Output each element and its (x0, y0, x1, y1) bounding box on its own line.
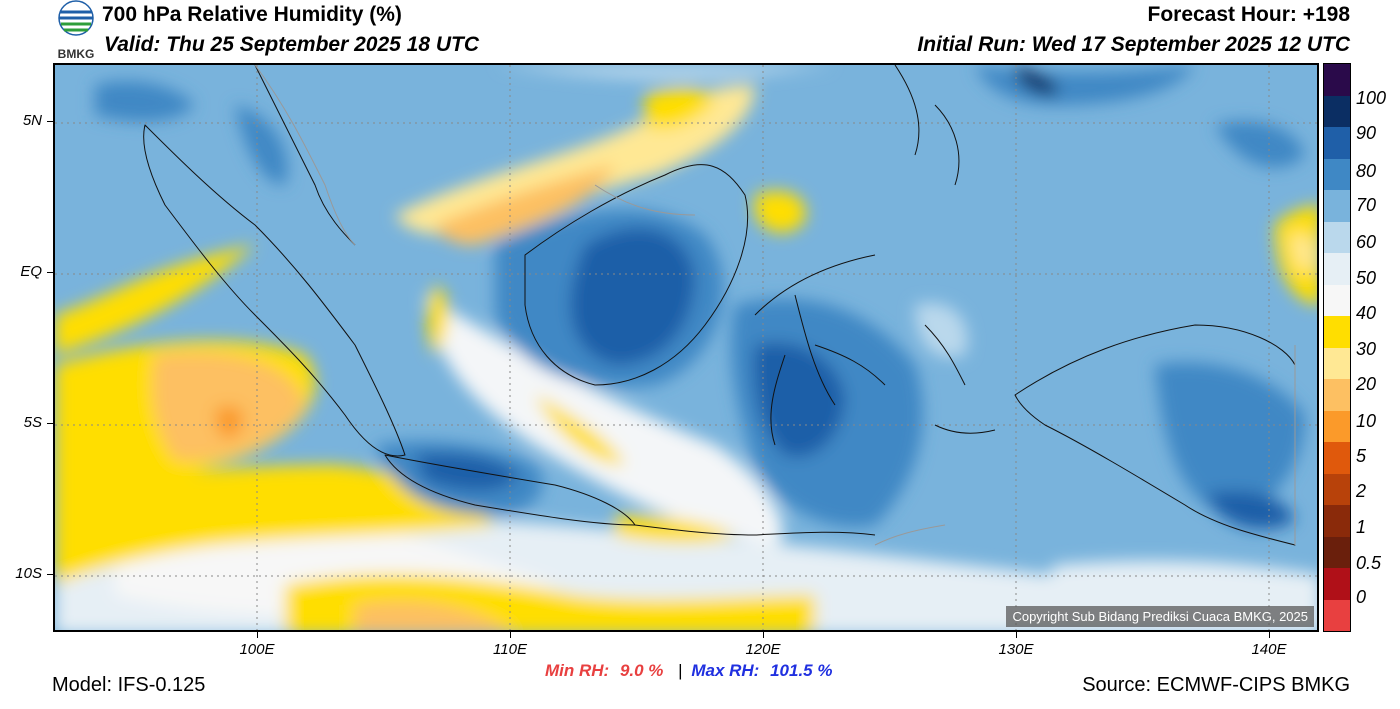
lat-tick (47, 423, 53, 424)
colorbar-label: 90 (1356, 123, 1377, 143)
colorbar-label: 0.5 (1356, 553, 1382, 573)
lon-label-110e: 110E (493, 641, 527, 658)
colorbar-segment (1324, 95, 1350, 127)
colorbar-segment (1324, 410, 1350, 442)
stats-separator: | (678, 661, 683, 680)
colorbar-segment (1324, 253, 1350, 285)
colorbar-label: 2 (1356, 481, 1367, 501)
lat-tick (47, 272, 53, 273)
philippines-coast (894, 65, 960, 186)
lat-label-5n: 5N (22, 112, 42, 129)
colorbar-label: 100 (1356, 88, 1387, 108)
maluku-coast (924, 324, 996, 434)
min-rh-value: 9.0 % (619, 661, 664, 680)
colorbar-segment (1324, 599, 1350, 631)
lon-tick (1016, 632, 1017, 638)
colorbar-segment (1324, 379, 1350, 411)
colorbar-label: 40 (1356, 303, 1377, 323)
colorbar-segment (1324, 347, 1350, 379)
lat-tick (47, 574, 53, 575)
sumatra-coast (143, 124, 406, 457)
lon-label-130e: 130E (998, 641, 1034, 658)
colorbar-label: 10 (1356, 411, 1377, 431)
colorbar-label: 5 (1356, 446, 1367, 466)
lon-tick (1269, 632, 1270, 638)
colorbar-segment (1324, 442, 1350, 474)
colorbar-label: 50 (1356, 268, 1377, 288)
colorbar-segment (1324, 568, 1350, 600)
initial-run: Initial Run: Wed 17 September 2025 12 UT… (917, 33, 1350, 56)
colorbar (1323, 63, 1351, 632)
bmkg-logo: BMKG (52, 0, 100, 62)
lat-label-eq: EQ (20, 263, 42, 280)
lon-label-100e: 100E (239, 641, 275, 658)
colorbar-segment (1324, 284, 1350, 316)
valid-time: Valid: Thu 25 September 2025 18 UTC (104, 33, 480, 56)
forecast-hour: Forecast Hour: +198 (1147, 3, 1351, 26)
colorbar-segment (1324, 316, 1350, 348)
source-label: Source: ECMWF-CIPS BMKG (1082, 674, 1350, 696)
lat-tick (47, 121, 53, 122)
logo-text: BMKG (58, 47, 95, 61)
min-rh-label: Min RH: (545, 661, 610, 680)
papua-coast (1014, 324, 1296, 546)
colorbar-segment (1324, 221, 1350, 253)
humidity-map[interactable]: Copyright Sub Bidang Prediksi Cuaca BMKG… (53, 63, 1319, 632)
colorbar-segment (1324, 505, 1350, 537)
coastlines (143, 65, 1296, 546)
colorbar-segment (1324, 64, 1350, 96)
colorbar-label: 1 (1356, 517, 1367, 537)
map-title: 700 hPa Relative Humidity (%) (102, 3, 402, 26)
humidity-field (55, 65, 1317, 630)
colorbar-segment (1324, 536, 1350, 568)
borders (254, 65, 1296, 546)
colorbar-segment (1324, 190, 1350, 222)
lon-tick (763, 632, 764, 638)
colorbar-label: 30 (1356, 339, 1377, 359)
colorbar-segment (1324, 158, 1350, 190)
max-rh-value: 101.5 % (770, 661, 833, 680)
colorbar-label: 0 (1356, 587, 1367, 607)
lon-label-120e: 120E (745, 641, 781, 658)
colorbar-label: 20 (1356, 374, 1377, 394)
graticule (55, 65, 1317, 630)
borneo-coast (524, 164, 749, 386)
colorbar-label: 60 (1356, 232, 1377, 252)
lat-label-10s: 10S (15, 565, 42, 582)
lon-tick (257, 632, 258, 638)
colorbar-segment (1324, 473, 1350, 505)
colorbar-label: 80 (1356, 161, 1377, 181)
model-label: Model: IFS-0.125 (52, 674, 206, 696)
lon-label-140e: 140E (1251, 641, 1287, 658)
colorbar-label: 70 (1356, 195, 1377, 215)
copyright-notice: Copyright Sub Bidang Prediksi Cuaca BMKG… (1006, 606, 1314, 627)
colorbar-segment (1324, 127, 1350, 159)
max-rh-label: Max RH: (691, 661, 760, 680)
lon-tick (510, 632, 511, 638)
sulawesi-coast (754, 254, 886, 446)
nusa-tenggara-coast (634, 524, 876, 536)
malay-peninsula-coast (254, 65, 356, 246)
lat-label-5s: 5S (23, 414, 42, 431)
rh-stats: Min RH: 9.0 % | Max RH: 101.5 % (545, 661, 832, 681)
